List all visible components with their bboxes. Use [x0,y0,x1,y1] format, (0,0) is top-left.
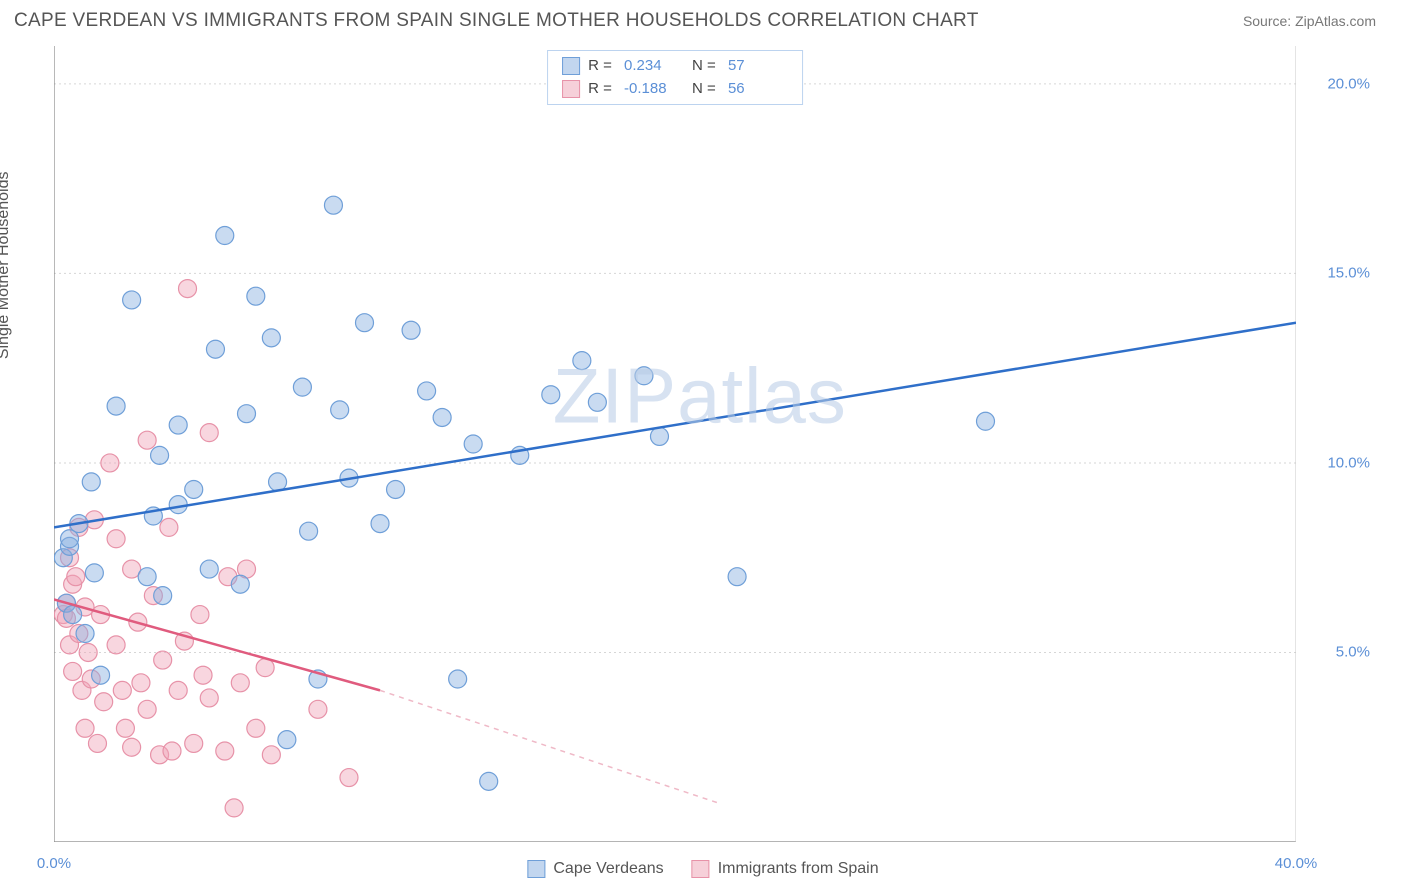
n-label: N = [692,55,720,78]
legend-item-pink: Immigrants from Spain [692,860,879,878]
legend-label-pink: Immigrants from Spain [718,860,879,878]
swatch-pink-icon [562,80,580,98]
r-label: R = [588,55,616,78]
r-value-blue: 0.234 [624,55,684,78]
n-label: N = [692,78,720,101]
n-value-pink: 56 [728,78,788,101]
chart-header: CAPE VERDEAN VS IMMIGRANTS FROM SPAIN SI… [0,0,1406,38]
xtick-label: 40.0% [1275,855,1318,872]
swatch-blue-icon [527,860,545,878]
ytick-label: 5.0% [1336,644,1370,661]
r-value-pink: -0.188 [624,78,684,101]
series-legend: Cape Verdeans Immigrants from Spain [527,860,878,878]
ytick-label: 20.0% [1327,75,1370,92]
legend-item-blue: Cape Verdeans [527,860,663,878]
legend-label-blue: Cape Verdeans [553,860,663,878]
correlation-legend: R = 0.234 N = 57 R = -0.188 N = 56 [547,50,803,105]
legend-row-blue: R = 0.234 N = 57 [562,55,788,78]
r-label: R = [588,78,616,101]
swatch-blue-icon [562,57,580,75]
legend-row-pink: R = -0.188 N = 56 [562,78,788,101]
chart-title: CAPE VERDEAN VS IMMIGRANTS FROM SPAIN SI… [14,10,979,32]
plot-region: ZIPatlas R = 0.234 N = 57 R = -0.188 N =… [54,46,1296,842]
y-axis-label: Single Mother Households [0,171,13,359]
ytick-label: 15.0% [1327,265,1370,282]
chart-area: Single Mother Households ZIPatlas R = 0.… [14,46,1376,842]
xtick-label: 0.0% [37,855,71,872]
swatch-pink-icon [692,860,710,878]
n-value-blue: 57 [728,55,788,78]
ytick-label: 10.0% [1327,454,1370,471]
chart-source: Source: ZipAtlas.com [1243,13,1376,29]
